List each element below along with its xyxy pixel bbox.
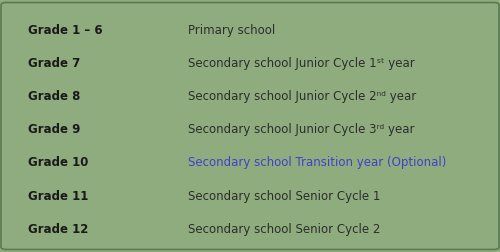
Text: Secondary school Junior Cycle 3ʳᵈ year: Secondary school Junior Cycle 3ʳᵈ year <box>188 123 414 136</box>
Text: Grade 9: Grade 9 <box>28 123 80 136</box>
FancyBboxPatch shape <box>1 3 499 249</box>
Text: Secondary school Junior Cycle 1ˢᵗ year: Secondary school Junior Cycle 1ˢᵗ year <box>188 57 414 70</box>
Text: Grade 1 – 6: Grade 1 – 6 <box>28 24 102 37</box>
Text: Secondary school Transition year (Optional): Secondary school Transition year (Option… <box>188 156 446 169</box>
Text: Grade 7: Grade 7 <box>28 57 80 70</box>
Text: Secondary school Senior Cycle 1: Secondary school Senior Cycle 1 <box>188 190 380 203</box>
Text: Secondary school Junior Cycle 2ⁿᵈ year: Secondary school Junior Cycle 2ⁿᵈ year <box>188 90 416 103</box>
Text: Grade 11: Grade 11 <box>28 190 88 203</box>
Text: Primary school: Primary school <box>188 24 275 37</box>
Text: Grade 12: Grade 12 <box>28 223 88 236</box>
Text: Grade 10: Grade 10 <box>28 156 88 169</box>
Text: Grade 8: Grade 8 <box>28 90 80 103</box>
Text: Secondary school Senior Cycle 2: Secondary school Senior Cycle 2 <box>188 223 380 236</box>
